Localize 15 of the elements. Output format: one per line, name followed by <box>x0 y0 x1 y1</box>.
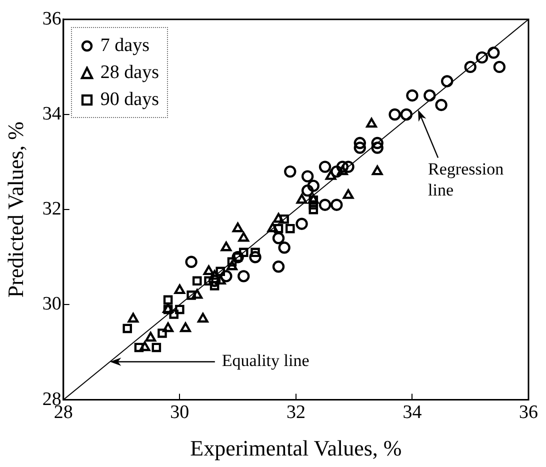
x-tick-label: 32 <box>286 402 306 424</box>
legend-label: 7 days <box>100 34 150 58</box>
legend-label: 28 days <box>100 61 159 86</box>
y-tick-label: 30 <box>42 294 62 315</box>
y-tick-label: 32 <box>42 198 62 220</box>
y-tick-label: 36 <box>42 8 62 30</box>
x-tick-label: 36 <box>519 402 538 424</box>
x-axis-title: Experimental Values, % <box>190 436 402 461</box>
annotation: Equality line <box>222 351 310 370</box>
legend-label: 90 days <box>100 88 159 112</box>
y-tick-label: 34 <box>42 103 62 124</box>
y-axis-title: Predicted Values, % <box>2 122 28 298</box>
x-tick-label: 34 <box>402 402 422 424</box>
x-tick-label: 30 <box>170 402 190 424</box>
annotation: Regression line <box>428 160 504 200</box>
